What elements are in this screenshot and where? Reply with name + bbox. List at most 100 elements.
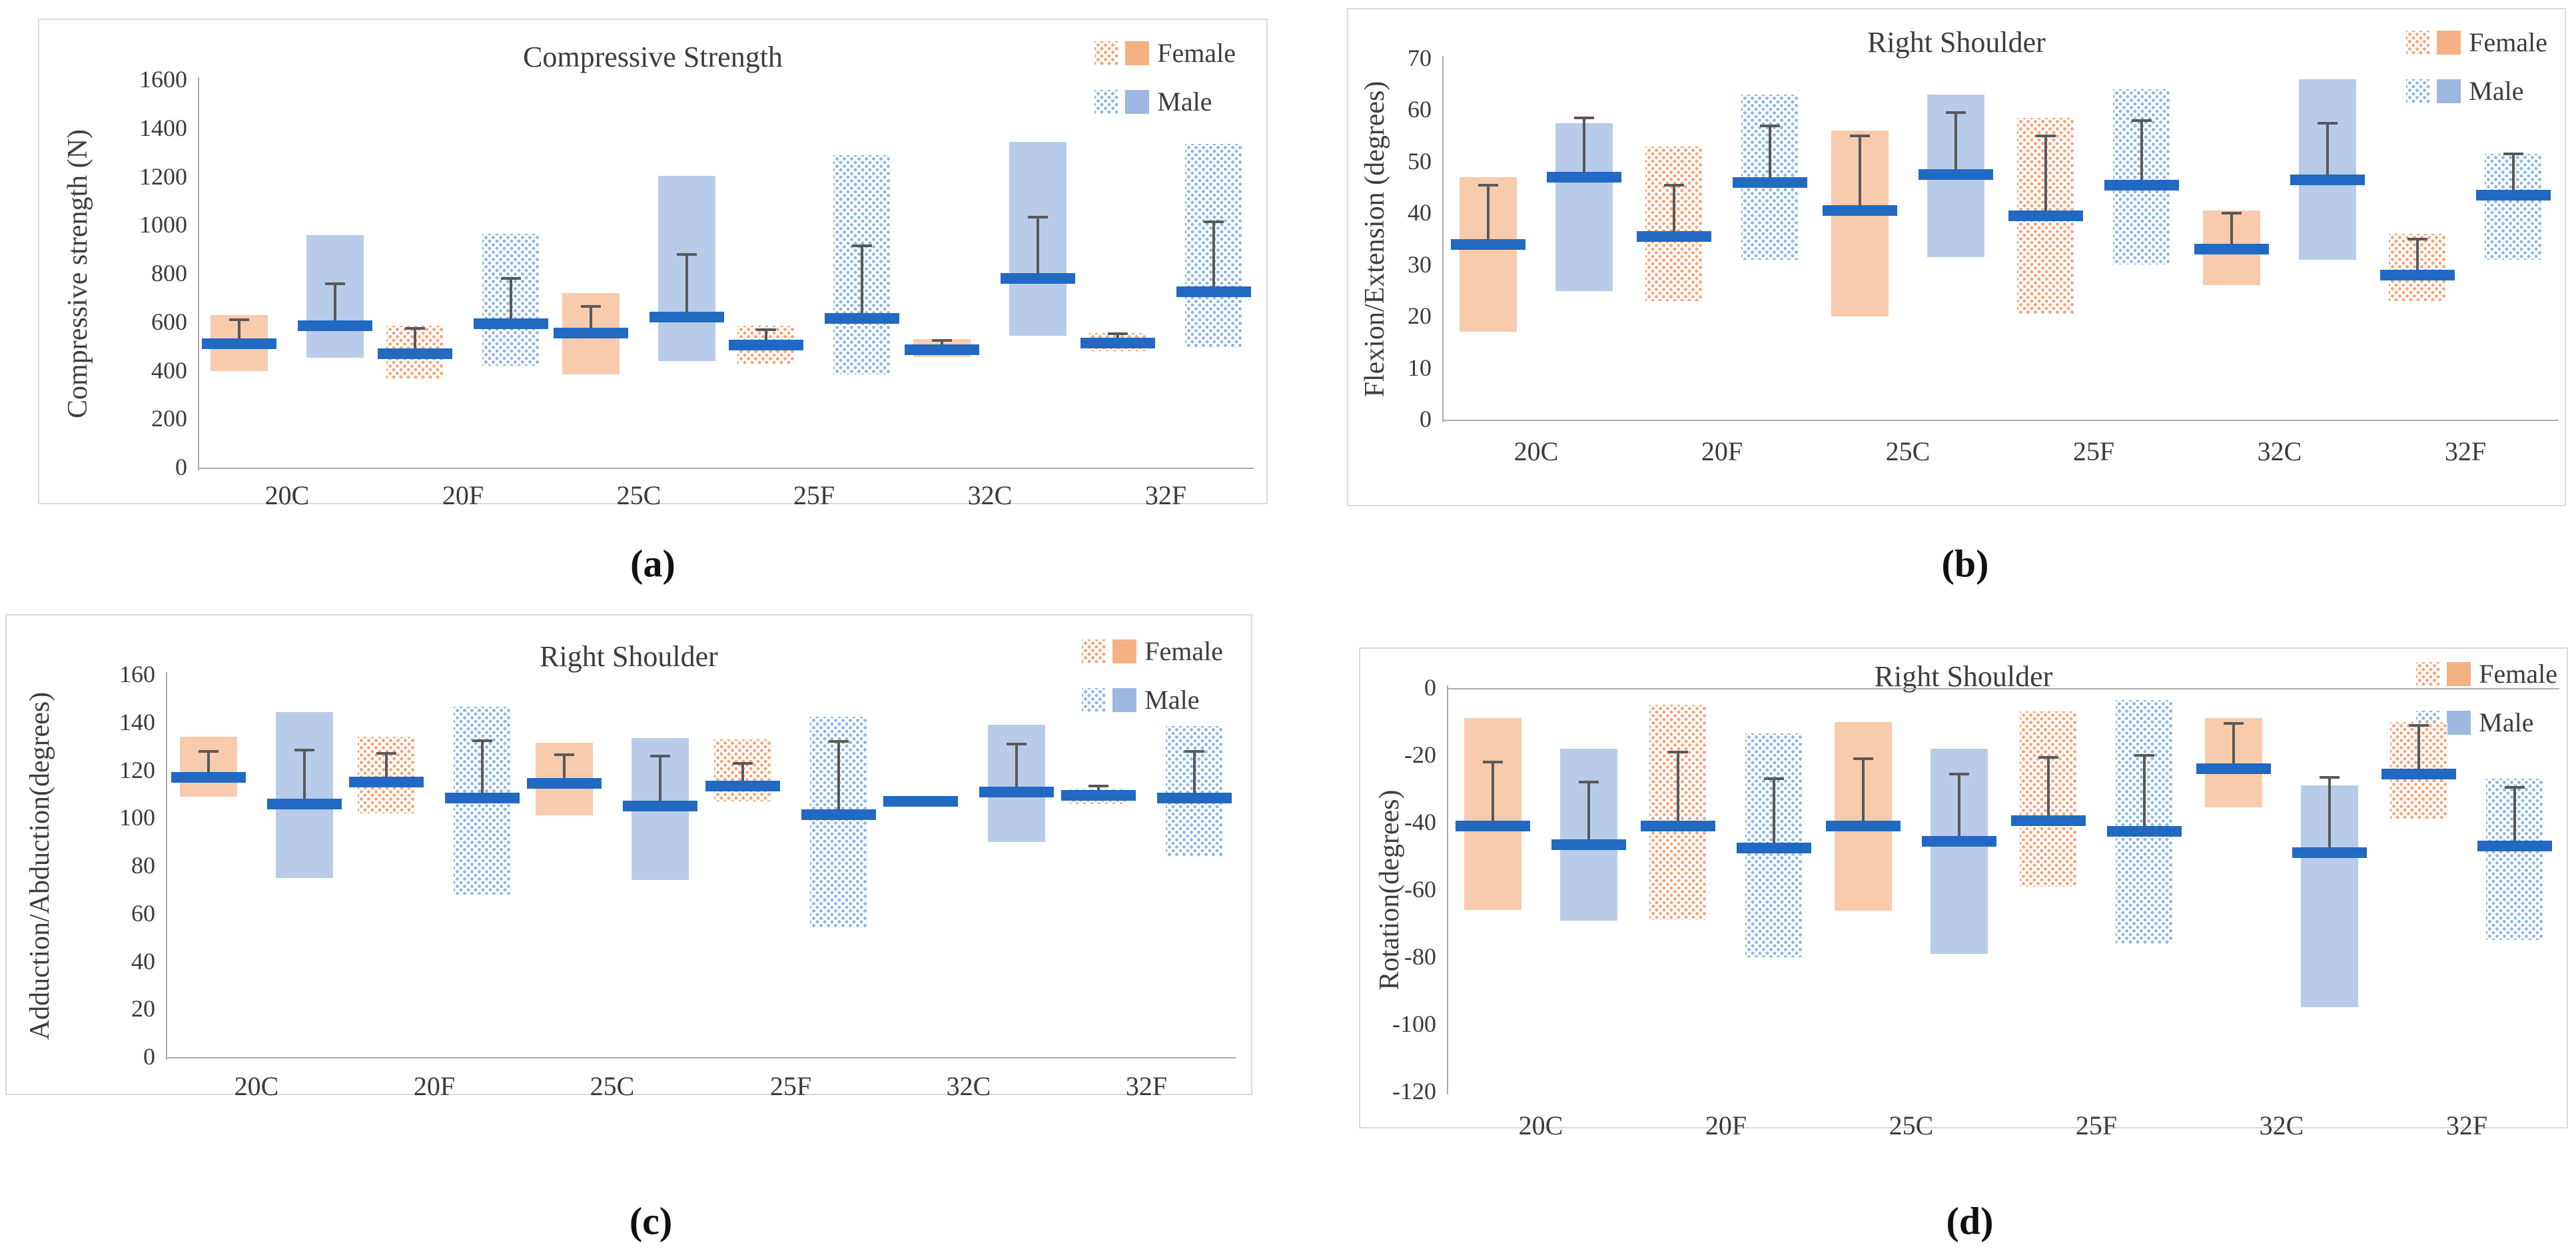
- d-mean-20C-male: [1551, 839, 1626, 850]
- b-mean-25C-female: [1823, 205, 1897, 216]
- error-whisker-32F-male: [2512, 154, 2515, 195]
- error-cap-20C-female: [229, 318, 249, 321]
- legend: Female Male: [1082, 635, 1223, 715]
- d-mean-25F-male: [2107, 826, 2182, 837]
- y-tick-label: 40: [131, 948, 155, 975]
- y-tick-label: 40: [1408, 199, 1432, 226]
- y-tick-label: 400: [151, 357, 187, 384]
- y-axis-line: [1447, 685, 1448, 1094]
- error-cap-32F-male: [1184, 750, 1204, 753]
- error-whisker-20F-male: [1769, 126, 1771, 183]
- error-cap-32F-female: [2407, 238, 2427, 240]
- error-cap-32C-male: [1028, 216, 1048, 218]
- y-tick-label: 1400: [139, 115, 187, 141]
- error-whisker-32C-male: [2326, 123, 2329, 180]
- error-whisker-20C-female: [1492, 762, 1494, 826]
- legend: Female Male: [2416, 658, 2557, 738]
- x-category-label: 20F: [442, 480, 484, 510]
- y-tick-label: 1200: [139, 163, 187, 190]
- error-whisker-25F-female: [2047, 757, 2050, 821]
- d-mean-25C-male: [1922, 836, 1996, 847]
- c-mean-20F-female: [349, 777, 424, 787]
- male-pattern-swatch: [1082, 687, 1106, 712]
- a-mean-25F-male: [825, 313, 899, 324]
- error-whisker-25C-male: [1954, 113, 1957, 175]
- y-tick-label: 20: [1408, 302, 1432, 329]
- error-whisker-25C-male: [659, 756, 661, 806]
- error-whisker-25F-male: [2140, 121, 2143, 185]
- error-cap-32C-female: [2222, 212, 2242, 214]
- c-mean-32C-male: [979, 787, 1054, 797]
- y-tick-label: 60: [1408, 96, 1432, 123]
- error-whisker-20F-female: [1677, 752, 1679, 826]
- error-cap-25F-female: [2038, 756, 2058, 759]
- y-tick-label: 50: [1408, 148, 1432, 175]
- c-mean-25C-female: [527, 778, 602, 789]
- a-mean-32F-male: [1176, 286, 1251, 297]
- a-mean-32F-female: [1080, 338, 1155, 348]
- chart-panel-d: Right Shoulder Rotation(degrees) Female …: [1359, 647, 2568, 1140]
- b-mean-25F-male: [2104, 180, 2179, 191]
- error-whisker-32C-male: [2328, 777, 2331, 853]
- chart-panel-b: Right Shoulder Flexion/Extension (degree…: [1347, 8, 2566, 506]
- error-cap-20F-male: [472, 739, 492, 742]
- error-cap-25C-male: [677, 253, 697, 256]
- b-mean-32F-male: [2476, 190, 2551, 201]
- y-tick-label: -20: [1404, 741, 1436, 768]
- error-whisker-25F-female: [765, 330, 767, 346]
- legend-label-female: Female: [2479, 659, 2557, 689]
- y-tick-label: 80: [131, 852, 155, 879]
- legend-label-female: Female: [2469, 27, 2547, 57]
- error-whisker-32F-male: [1193, 751, 1196, 798]
- error-whisker-25C-female: [590, 306, 592, 333]
- legend-label-female: Female: [1144, 636, 1223, 666]
- a-mean-20C-female: [202, 338, 276, 349]
- x-category-label: 32C: [2257, 436, 2302, 466]
- c-mean-20C-female: [171, 772, 246, 783]
- error-cap-20F-female: [376, 752, 396, 755]
- error-cap-32F-male: [2503, 153, 2523, 155]
- error-whisker-32F-female: [2417, 725, 2420, 774]
- x-category-label: 25C: [616, 480, 661, 510]
- x-category-label: 25C: [1889, 1110, 1934, 1140]
- error-whisker-20C-female: [238, 320, 240, 344]
- legend: Female Male: [1094, 37, 1236, 117]
- legend-entry-female: Female: [2406, 27, 2547, 58]
- error-cap-20F-male: [501, 277, 521, 280]
- y-tick-label: 0: [1424, 674, 1436, 701]
- y-tick-label: 200: [151, 405, 187, 432]
- x-category-label: 25F: [2072, 436, 2115, 466]
- c-mean-20F-male: [445, 793, 520, 803]
- x-axis-line: [167, 1057, 1236, 1058]
- chart-title: Right Shoulder: [1874, 660, 2053, 693]
- female-solid-swatch: [1112, 639, 1137, 663]
- a-bar-25F-male: [833, 155, 891, 374]
- x-category-label: 20C: [234, 1071, 279, 1101]
- male-solid-swatch: [1125, 89, 1150, 114]
- c-mean-32F-male: [1157, 793, 1232, 803]
- error-whisker-20F-female: [414, 328, 416, 354]
- legend-entry-female: Female: [1094, 37, 1236, 69]
- b-mean-32F-female: [2380, 270, 2455, 280]
- y-tick-label: -120: [1392, 1078, 1436, 1104]
- x-category-label: 25F: [769, 1071, 812, 1101]
- y-axis-label: Adduction/Abduction(degrees): [25, 691, 55, 1041]
- error-whisker-20C-male: [334, 284, 336, 326]
- error-cap-20F-female: [1664, 184, 1684, 187]
- error-whisker-25F-female: [741, 763, 744, 786]
- error-whisker-32F-male: [1212, 222, 1215, 292]
- y-tick-label: -80: [1404, 943, 1436, 970]
- legend-entry-male: Male: [2406, 75, 2547, 107]
- a-mean-20F-female: [378, 348, 452, 359]
- c-mean-20C-male: [267, 799, 342, 809]
- error-cap-25F-female: [733, 762, 753, 765]
- error-cap-20C-male: [1579, 781, 1599, 783]
- y-tick-label: 120: [119, 757, 155, 783]
- male-pattern-swatch: [2406, 79, 2431, 103]
- a-mean-25F-female: [729, 340, 803, 350]
- error-cap-20C-male: [294, 749, 314, 751]
- b-mean-25F-female: [2008, 210, 2083, 221]
- error-cap-25F-male: [2132, 119, 2152, 122]
- error-whisker-20C-female: [207, 751, 210, 777]
- x-category-label: 32F: [2445, 1110, 2488, 1140]
